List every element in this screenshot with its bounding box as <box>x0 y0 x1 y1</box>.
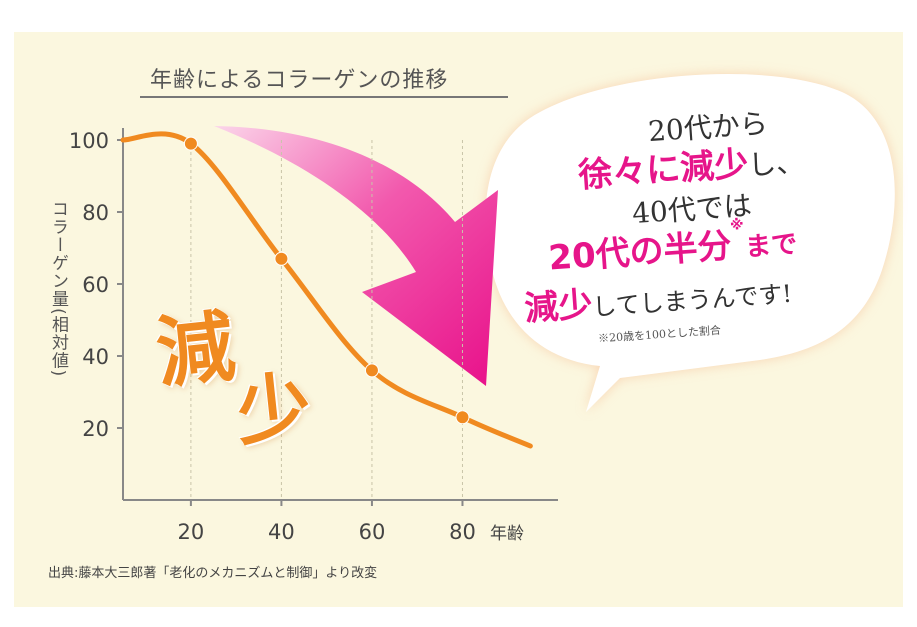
axes <box>117 128 558 506</box>
bubble-line-4-tail: まで <box>744 229 799 263</box>
x-tick-label: 20 <box>178 520 205 544</box>
decrease-arrow <box>214 126 498 386</box>
title-underline <box>140 96 508 98</box>
data-point-marker <box>274 251 289 266</box>
grid-lines <box>190 140 463 500</box>
data-point-marker <box>455 410 470 425</box>
chart-title: 年齢によるコラーゲンの推移 <box>150 68 449 93</box>
source-citation: 出典:藤本大三郎著「老化のメカニズムと制御」より改変 <box>48 566 378 581</box>
y-tick-label: 80 <box>82 201 109 225</box>
data-markers <box>183 136 470 425</box>
speech-bubble <box>485 74 895 413</box>
y-tick-label: 40 <box>82 345 109 369</box>
y-tick-labels: 20 40 60 80 100 <box>69 129 109 441</box>
decrease-char-1: 減 <box>152 301 240 400</box>
x-tick-label: 40 <box>268 520 295 544</box>
y-tick-label: 100 <box>69 129 109 153</box>
bubble-pink-text-3: 減少 <box>523 284 594 330</box>
y-axis-label: コラーゲン量(相対値) <box>48 200 68 378</box>
x-tick-labels: 20 40 60 80 <box>178 520 476 544</box>
y-tick-label: 60 <box>82 273 109 297</box>
bubble-note-mark: ※ <box>729 217 745 234</box>
x-tick-label: 80 <box>449 520 476 544</box>
x-axis-label: 年齢 <box>490 524 524 544</box>
bubble-line-2-tail: し、 <box>747 145 806 182</box>
x-tick-label: 60 <box>359 520 386 544</box>
data-point-marker <box>364 363 379 378</box>
data-point-marker <box>183 136 198 151</box>
y-tick-label: 20 <box>82 417 109 441</box>
decrease-char-2: 少 <box>232 363 315 457</box>
